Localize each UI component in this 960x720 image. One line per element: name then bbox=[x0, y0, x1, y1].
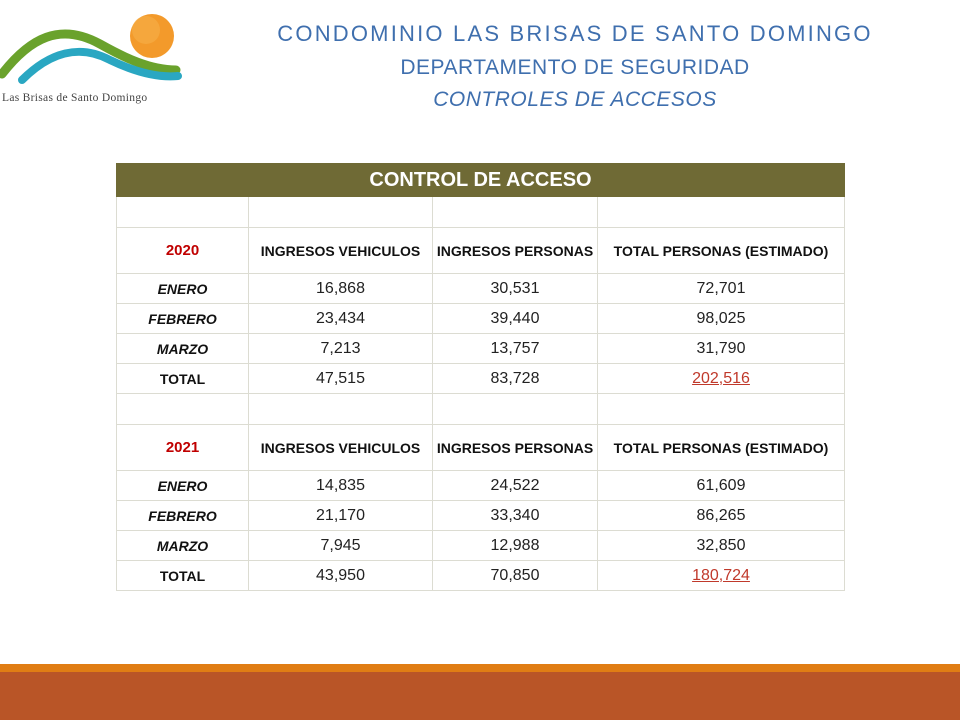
cell-personas: 39,440 bbox=[432, 303, 598, 334]
row-label: FEBRERO bbox=[116, 500, 249, 531]
footer-bar bbox=[0, 672, 960, 720]
total-row: TOTAL 47,515 83,728 202,516 bbox=[116, 363, 845, 394]
condo-logo: Las Brisas de Santo Domingo bbox=[0, 8, 190, 108]
cell-vehiculos: 7,213 bbox=[248, 333, 433, 364]
col-total-personas: TOTAL PERSONAS (ESTIMADO) bbox=[597, 424, 845, 471]
row-label: TOTAL bbox=[116, 363, 249, 394]
row-label: MARZO bbox=[116, 530, 249, 561]
cell-vehiculos: 21,170 bbox=[248, 500, 433, 531]
table-row: MARZO 7,213 13,757 31,790 bbox=[116, 333, 845, 364]
cell-vehiculos: 23,434 bbox=[248, 303, 433, 334]
section-header-row: 2021 INGRESOS VEHICULOS INGRESOS PERSONA… bbox=[116, 424, 845, 471]
col-total-personas: TOTAL PERSONAS (ESTIMADO) bbox=[597, 227, 845, 274]
cell-total-highlight: 180,724 bbox=[597, 560, 845, 591]
cell-total: 72,701 bbox=[597, 273, 845, 304]
spacer-row bbox=[116, 393, 845, 425]
header-condominio: CONDOMINIO LAS BRISAS DE SANTO DOMINGO bbox=[277, 21, 873, 46]
year-2020: 2020 bbox=[116, 227, 249, 274]
cell-personas: 83,728 bbox=[432, 363, 598, 394]
row-label: TOTAL bbox=[116, 560, 249, 591]
hills-sun-logo-icon bbox=[0, 14, 182, 84]
cell-personas: 12,988 bbox=[432, 530, 598, 561]
row-label: MARZO bbox=[116, 333, 249, 364]
table-row: ENERO 14,835 24,522 61,609 bbox=[116, 470, 845, 501]
cell-vehiculos: 7,945 bbox=[248, 530, 433, 561]
row-label: ENERO bbox=[116, 273, 249, 304]
logo-text: Las Brisas de Santo Domingo bbox=[2, 92, 148, 104]
table-row: MARZO 7,945 12,988 32,850 bbox=[116, 530, 845, 561]
footer-accent-bar bbox=[0, 664, 960, 672]
grand-total-2021: 180,724 bbox=[692, 566, 750, 584]
cell-vehiculos: 43,950 bbox=[248, 560, 433, 591]
cell-total: 32,850 bbox=[597, 530, 845, 561]
table-row: FEBRERO 21,170 33,340 86,265 bbox=[116, 500, 845, 531]
header-departamento: DEPARTAMENTO DE SEGURIDAD bbox=[400, 56, 750, 79]
col-ingresos-personas: INGRESOS PERSONAS bbox=[432, 424, 598, 471]
access-control-table: CONTROL DE ACCESO 2020 INGRESOS VEHICULO… bbox=[116, 163, 845, 591]
header-controles: CONTROLES DE ACCESOS bbox=[433, 88, 717, 111]
spacer-row bbox=[116, 196, 845, 228]
table-row: FEBRERO 23,434 39,440 98,025 bbox=[116, 303, 845, 334]
cell-total-highlight: 202,516 bbox=[597, 363, 845, 394]
cell-total: 98,025 bbox=[597, 303, 845, 334]
section-header-row: 2020 INGRESOS VEHICULOS INGRESOS PERSONA… bbox=[116, 227, 845, 274]
total-row: TOTAL 43,950 70,850 180,724 bbox=[116, 560, 845, 591]
col-ingresos-vehiculos: INGRESOS VEHICULOS bbox=[248, 424, 433, 471]
col-ingresos-vehiculos: INGRESOS VEHICULOS bbox=[248, 227, 433, 274]
cell-total: 61,609 bbox=[597, 470, 845, 501]
cell-vehiculos: 16,868 bbox=[248, 273, 433, 304]
cell-vehiculos: 14,835 bbox=[248, 470, 433, 501]
cell-vehiculos: 47,515 bbox=[248, 363, 433, 394]
row-label: FEBRERO bbox=[116, 303, 249, 334]
cell-personas: 30,531 bbox=[432, 273, 598, 304]
cell-total: 31,790 bbox=[597, 333, 845, 364]
table-row: ENERO 16,868 30,531 72,701 bbox=[116, 273, 845, 304]
year-2021: 2021 bbox=[116, 424, 249, 471]
cell-personas: 24,522 bbox=[432, 470, 598, 501]
cell-personas: 13,757 bbox=[432, 333, 598, 364]
col-ingresos-personas: INGRESOS PERSONAS bbox=[432, 227, 598, 274]
cell-total: 86,265 bbox=[597, 500, 845, 531]
cell-personas: 33,340 bbox=[432, 500, 598, 531]
table-title: CONTROL DE ACCESO bbox=[116, 163, 845, 197]
cell-personas: 70,850 bbox=[432, 560, 598, 591]
grand-total-2020: 202,516 bbox=[692, 369, 750, 387]
row-label: ENERO bbox=[116, 470, 249, 501]
